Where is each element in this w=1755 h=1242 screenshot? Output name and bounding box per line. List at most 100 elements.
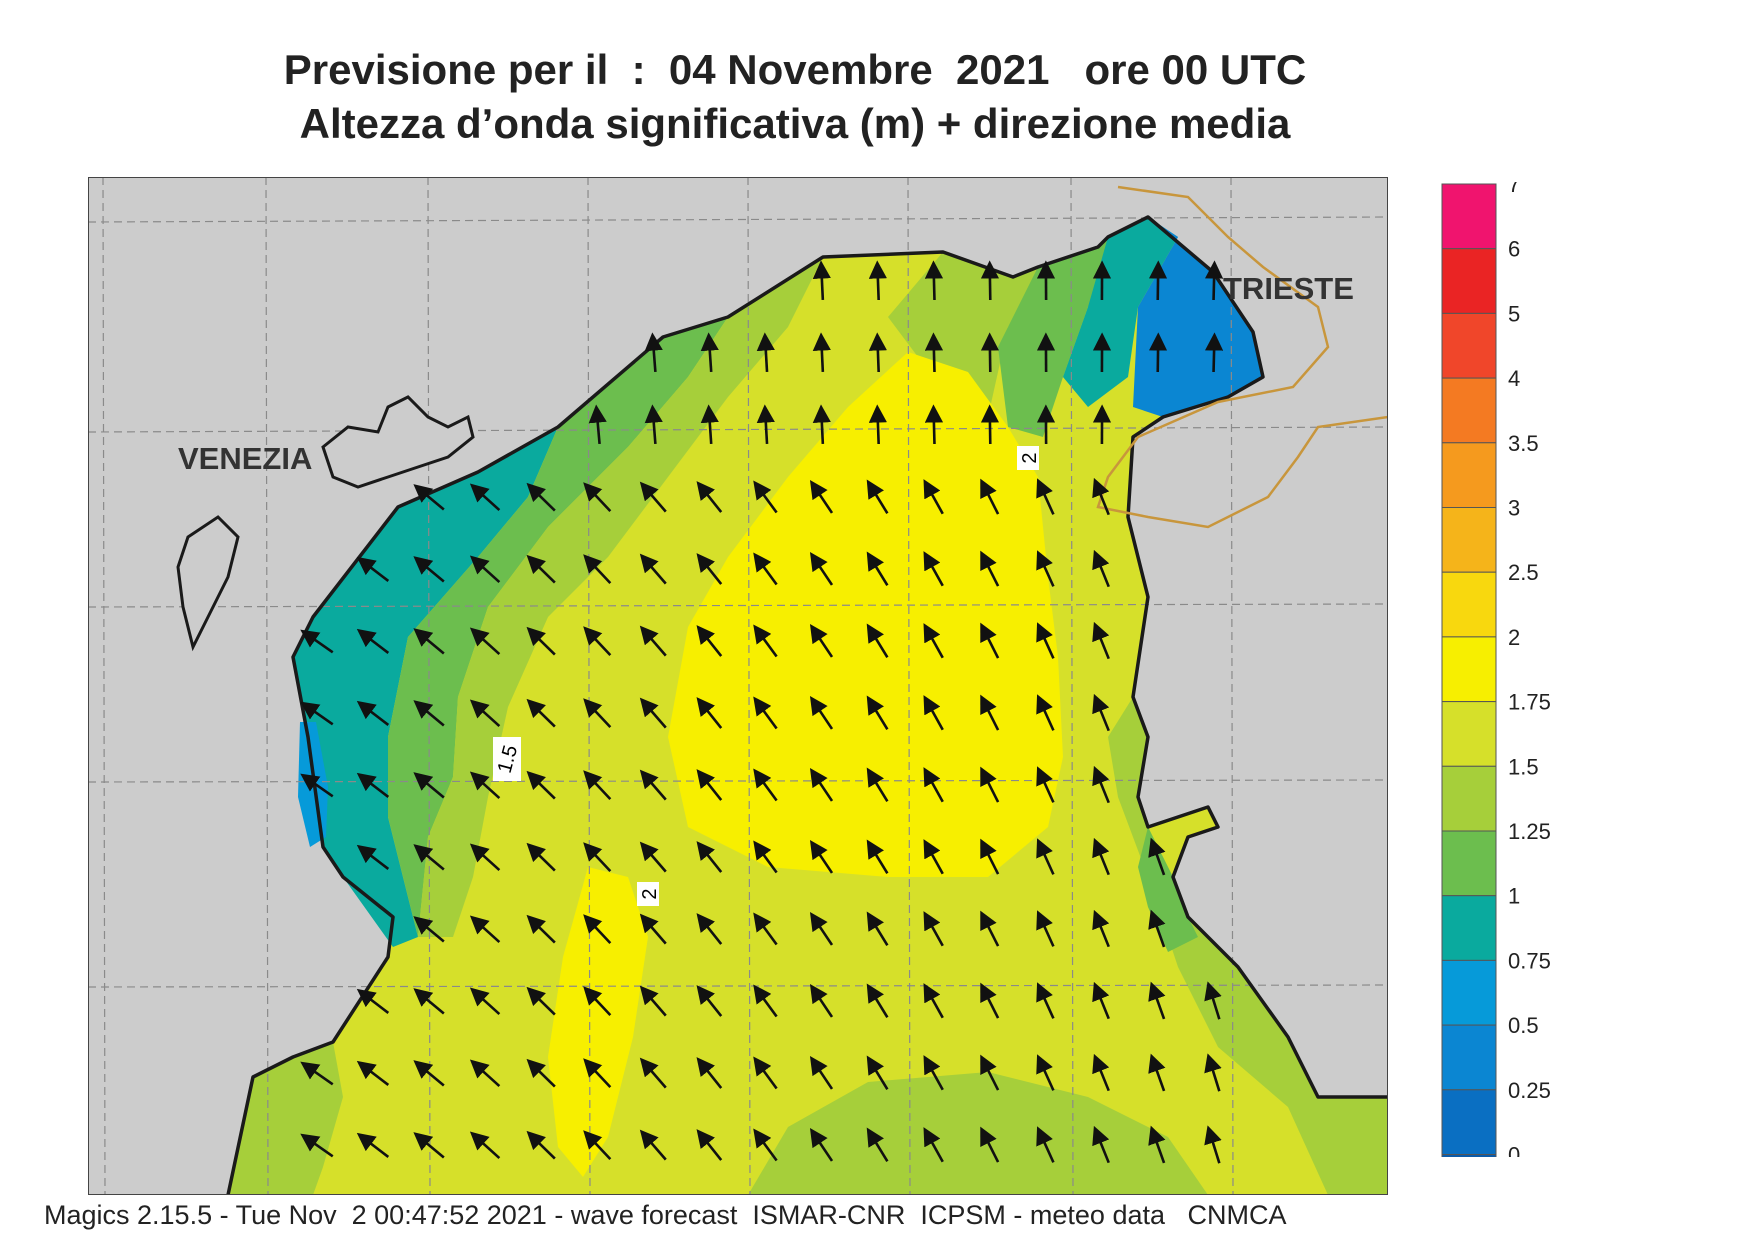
direction-arrow (526, 914, 556, 944)
zone-1-125 (293, 427, 558, 947)
national-border (1096, 185, 1388, 529)
legend-tick-label: 6 (1508, 237, 1520, 262)
direction-arrow (809, 480, 834, 514)
direction-arrow (1092, 909, 1110, 948)
direction-arrow (753, 696, 778, 730)
legend-swatch (1441, 183, 1497, 250)
direction-arrow (980, 766, 1000, 803)
direction-arrow (639, 769, 667, 801)
direction-arrow (923, 839, 944, 875)
direction-arrow (1148, 1125, 1166, 1164)
direction-arrow (1092, 981, 1110, 1020)
direction-arrow (866, 1055, 889, 1091)
direction-arrow (356, 1132, 390, 1158)
direction-arrow (583, 482, 612, 513)
direction-arrow (866, 551, 889, 587)
direction-arrow (812, 332, 831, 373)
direction-arrow (1148, 260, 1168, 301)
direction-arrow (868, 260, 887, 301)
direction-arrow (753, 840, 778, 874)
direction-arrow (1036, 838, 1055, 875)
direction-arrow (583, 1130, 612, 1161)
direction-arrow (980, 982, 1000, 1019)
direction-arrow (923, 1127, 944, 1163)
legend-tick-label: 0 (1508, 1143, 1520, 1158)
direction-arrow (469, 987, 501, 1016)
direction-arrow (980, 332, 1000, 373)
direction-arrow (980, 260, 1000, 301)
direction-arrow (639, 985, 667, 1017)
direction-arrow (866, 983, 889, 1019)
direction-arrow (413, 772, 445, 799)
venice-lagoon-west (176, 515, 240, 652)
wave-height-color-legend: 7 6 5 4 3.5 3 2.5 2 1.75 1.5 1.25 1 0.75 0.5 0.25 0 (1441, 182, 1551, 1158)
direction-arrow (1036, 1126, 1055, 1163)
direction-arrow (1036, 478, 1055, 515)
direction-arrow (866, 911, 889, 947)
direction-arrow (644, 404, 663, 445)
legend-swatch (1441, 507, 1497, 573)
footer-credits: Magics 2.15.5 - Tue Nov 2 00:47:52 2021 … (44, 1200, 1287, 1230)
direction-arrow (300, 1133, 334, 1158)
wave-height-map: 2 1.5 2 VENEZIA TRIESTE (88, 177, 1388, 1195)
wave-direction-arrows (300, 260, 1224, 1164)
svg-text:2: 2 (1019, 452, 1041, 463)
direction-arrow (1204, 332, 1224, 373)
direction-arrow (1036, 550, 1055, 587)
direction-arrow (583, 842, 612, 873)
direction-arrow (923, 983, 944, 1019)
legend-tick-label: 0.75 (1508, 948, 1551, 973)
legend-color-bar (1441, 183, 1497, 1157)
legend-swatch (1441, 1089, 1497, 1155)
direction-arrow (469, 699, 501, 728)
direction-arrow (923, 911, 944, 947)
direction-arrow (413, 1132, 445, 1159)
direction-arrow (753, 1128, 778, 1162)
legend-tick-label: 2.5 (1508, 560, 1539, 585)
direction-arrow (526, 1058, 556, 1088)
lat-lon-grid (88, 177, 1388, 1195)
legend-tick-label: 1.25 (1508, 819, 1551, 844)
direction-arrow (980, 910, 1000, 947)
zone-125-15-east (1138, 827, 1198, 952)
direction-arrow (1092, 549, 1110, 588)
direction-arrow (413, 628, 445, 655)
direction-arrow (753, 480, 778, 514)
direction-arrow (644, 332, 663, 373)
direction-arrow (1204, 1053, 1222, 1092)
direction-arrow (526, 482, 556, 512)
direction-arrow (639, 697, 667, 729)
direction-arrow (413, 484, 445, 511)
legend-swatch (1441, 959, 1497, 1026)
direction-arrow (812, 404, 831, 445)
legend-tick-label: 0.5 (1508, 1013, 1539, 1038)
direction-arrow (980, 1054, 1000, 1091)
direction-arrow (413, 556, 445, 583)
variable-title: Altezza d’onda significativa (m) + direz… (299, 100, 1291, 147)
legend-swatch (1441, 442, 1497, 508)
zone-125-15-west (388, 317, 728, 937)
direction-arrow (1092, 693, 1110, 732)
direction-arrow (868, 404, 887, 445)
legend-tick-label: 1 (1508, 884, 1520, 909)
direction-arrow (639, 1057, 667, 1089)
direction-arrow (300, 629, 334, 654)
direction-arrow (639, 841, 667, 873)
direction-arrow (469, 915, 501, 944)
legend-swatch (1441, 636, 1497, 703)
legend-tick-label: 5 (1508, 301, 1520, 326)
direction-arrow (753, 552, 778, 586)
direction-arrow (300, 773, 334, 798)
legend-swatch (1441, 571, 1497, 638)
direction-arrow (980, 404, 1000, 445)
direction-arrow (696, 1129, 723, 1161)
direction-arrow (1036, 622, 1055, 659)
zone-2-25-north (668, 352, 1063, 877)
direction-arrow (1036, 910, 1055, 947)
direction-arrow (583, 1058, 612, 1089)
direction-arrow (696, 625, 723, 657)
direction-arrow (469, 1059, 501, 1088)
direction-arrow (809, 552, 834, 586)
direction-arrow (469, 843, 501, 872)
direction-arrow (1036, 1054, 1055, 1091)
